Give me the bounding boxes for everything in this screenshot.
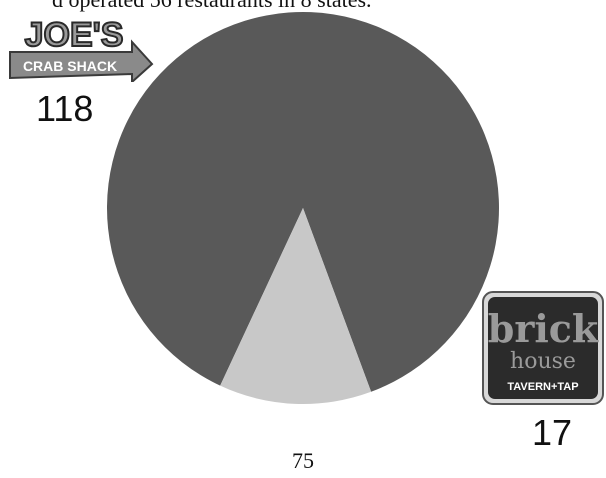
joes-logo-line1: JOE'S [25,16,124,54]
page-number: 75 [292,448,314,473]
joes-value-label: 118 [36,88,94,129]
joes-crab-shack-logo: JOE'S CRAB SHACK [9,15,154,82]
brick-house-logo: brick house TAVERN+TAP [482,291,604,405]
brick-value-label: 17 [532,412,573,453]
pie-slice-brick [220,208,372,404]
brick-logo-line1: brick [488,306,599,351]
brick-logo-line3: TAVERN+TAP [507,381,578,393]
pie-slice-joes [107,11,500,392]
joes-logo-line2: CRAB SHACK [23,58,117,74]
brick-logo-line2: house [510,349,576,374]
header-text: d operated 56 restaurants in 8 states. [52,0,372,13]
